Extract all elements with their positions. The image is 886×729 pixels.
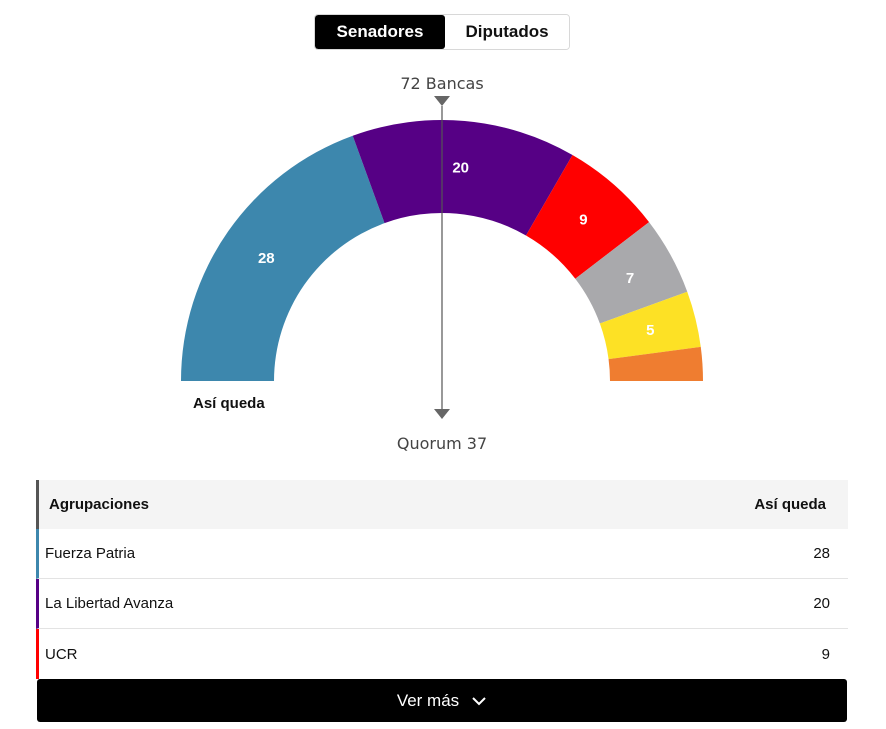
table-row: UCR 9: [36, 629, 848, 679]
slice-label-0: 28: [258, 250, 275, 267]
table-row: Fuerza Patria 28: [36, 529, 848, 579]
header-groups: Agrupaciones: [49, 496, 150, 513]
ver-mas-label: Ver más: [396, 690, 460, 710]
quorum-label: Quorum 37: [397, 434, 487, 453]
row-value: 28: [813, 545, 830, 562]
parliament-chart: 28 20 9 7 5 72 Bancas Quorum 37 Así queda: [181, 74, 703, 453]
table-row: La Libertad Avanza 20: [36, 579, 848, 629]
slice-5: [608, 346, 703, 381]
chart-caption: Así queda: [193, 395, 265, 412]
slice-3: [575, 222, 688, 324]
total-seats-label: 72 Bancas: [400, 74, 483, 93]
slice-label-3: 7: [626, 270, 634, 287]
slice-4: [599, 291, 701, 360]
chart-slices: [181, 120, 703, 381]
diputados-tab[interactable]: Diputados: [445, 15, 569, 49]
slice-2: [526, 154, 650, 279]
chart-slice-labels: 28 20 9 7 5: [258, 159, 655, 339]
slice-0: [181, 135, 385, 381]
chevron-down-icon: [472, 696, 486, 705]
header-result: Así queda: [754, 496, 826, 513]
row-value: 9: [821, 645, 830, 663]
senadores-tab[interactable]: Senadores: [315, 15, 445, 49]
results-table: Agrupaciones Así queda Fuerza Patria 28 …: [36, 480, 848, 679]
slice-label-2: 9: [579, 212, 587, 229]
row-name: Fuerza Patria: [45, 545, 136, 562]
slice-label-1: 20: [452, 159, 469, 176]
top-arrow-icon: [434, 96, 450, 106]
table-header: Agrupaciones Así queda: [36, 480, 848, 529]
chamber-toggle: Senadores Diputados: [314, 14, 570, 50]
row-name: UCR: [45, 645, 78, 663]
row-name: La Libertad Avanza: [45, 595, 174, 612]
row-value: 20: [813, 595, 830, 612]
bottom-arrow-icon: [434, 409, 450, 419]
slice-1: [352, 120, 573, 236]
slice-label-4: 5: [646, 322, 654, 339]
ver-mas-button[interactable]: Ver más: [37, 679, 847, 722]
